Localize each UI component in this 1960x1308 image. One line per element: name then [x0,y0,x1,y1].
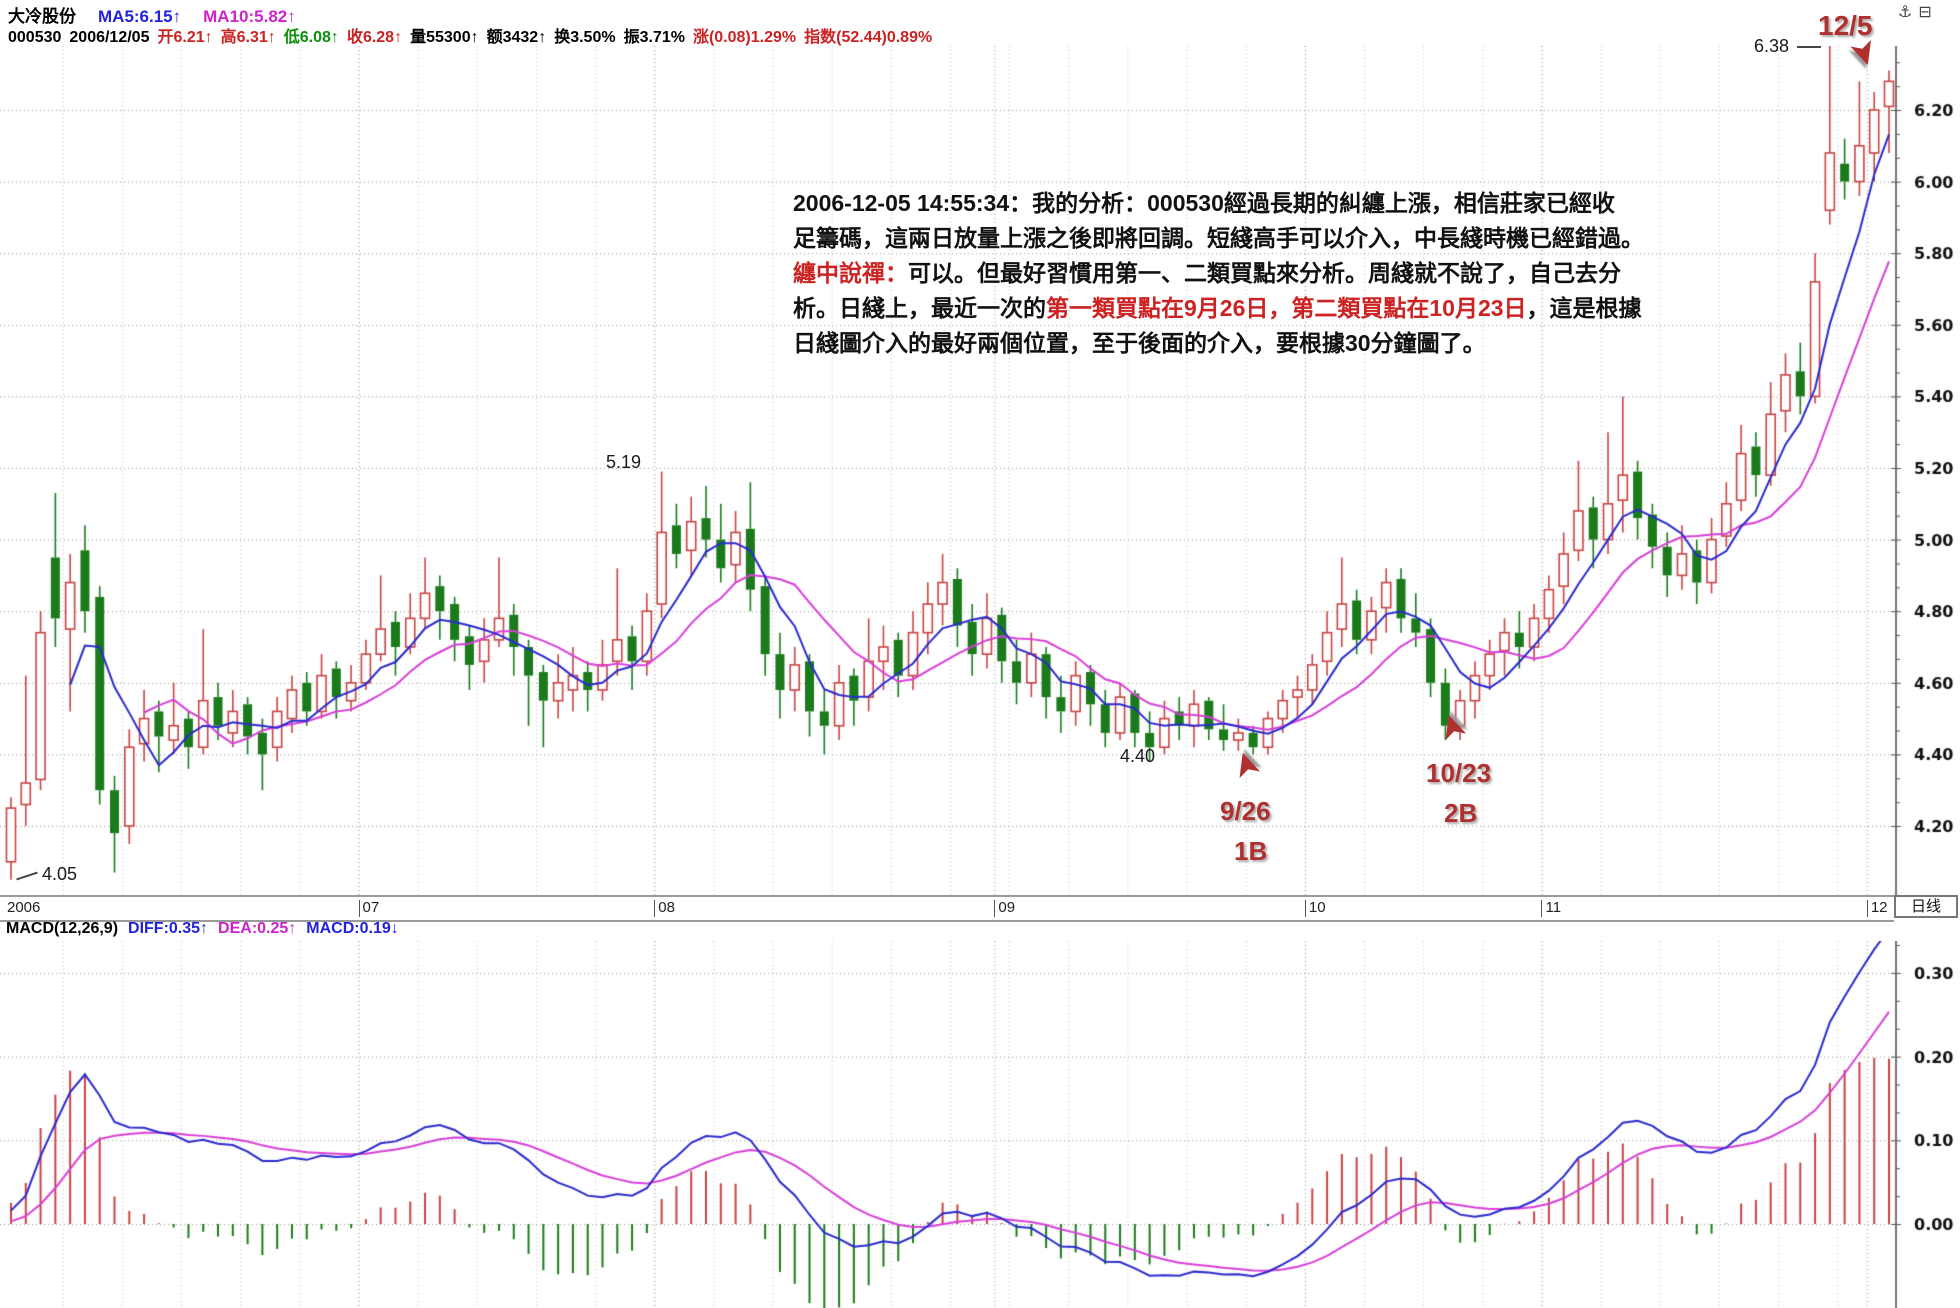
anchor-icon[interactable]: ⚓ [1898,4,1913,21]
note-line-5-seg-0: 日綫圖介入的最好兩個位置，至于後面的介入，要根據30分鐘圖了。 [793,330,1486,356]
high-price-label: 6.38 [1754,36,1790,56]
quote-header: 大冷股份 MA5:6.15↑ MA10:5.82↑ 000530 2006/12/05… [0,0,1960,46]
note-line-2-seg-0: 足籌碼，這兩日放量上漲之後即將回調。短綫高手可以介入，中長綫時機已經錯過。 [793,225,1644,251]
quote-seg-9: 振3.71% [623,29,685,46]
quote-seg-3: 高6.31↑ [220,29,276,46]
quote-seg-2: 开6.21↑ [157,29,213,46]
note-line-1: 2006-12-05 14:55:34：我的分析：000530經過長期的糾纏上漲… [793,186,1698,221]
macd-seg-1: DIFF:0.35↑ [128,920,209,937]
note-line-4-seg-0: 析。日綫上，最近一次的 [793,295,1046,321]
month-label-07: 07 [358,900,379,917]
year-label: 2006 [7,899,41,916]
quote-seg-8: 换3.50% [554,29,616,46]
quote-seg-7: 额3432↑ [486,29,547,46]
quote-seg-10: 涨(0.08)1.29% [692,29,797,46]
note-line-4: 析。日綫上，最近一次的第一類買點在9月26日，第二類買點在10月23日，這是根據 [793,291,1698,326]
note-line-4-seg-1: 第一類買點在9月26日， [1046,295,1292,321]
high-connector-line [1797,46,1821,48]
macd-seg-2: DEA:0.25↑ [218,920,297,937]
buy2-date-label: 10/23 [1426,758,1492,788]
note-line-3-seg-1: 可以。但最好習慣用第一、二類買點來分析。周綫就不說了，自己去分 [908,260,1621,286]
chart-toolbar: ⚓ ⊟ [1898,2,1958,22]
buy1-code-label: 1B [1234,836,1268,866]
note-line-4-seg-3: ，這是根據 [1526,295,1642,321]
quote-seg-11: 指数(52.44)0.89% [804,29,933,46]
analysis-note: 2006-12-05 14:55:34：我的分析：000530經過長期的糾纏上漲… [793,186,1698,361]
window-icon[interactable]: ⊟ [1918,4,1932,21]
month-label-10: 10 [1304,900,1326,917]
title-seg-1: MA5:6.15↑ [98,7,182,26]
note-line-3-seg-0: 纏中說禪： [793,260,908,286]
quote-seg-6: 量55300↑ [410,29,479,46]
quote-seg-1: 2006/12/05 [69,29,150,46]
month-label-11: 11 [1541,900,1561,917]
macd-header-line: MACD(12,26,9) DIFF:0.35↑ DEA:0.25↑ MACD:0.1… [6,920,409,940]
quote-values-line: 000530 2006/12/05 开6.21↑ 高6.31↑ 低6.08↑ 收6.28↑… [8,23,940,46]
quote-seg-5: 收6.28↑ [346,29,403,46]
quote-seg-4: 低6.08↑ [283,29,339,46]
month-label-08: 08 [654,900,675,917]
macd-chart[interactable] [0,941,1960,1308]
candlestick-chart[interactable] [0,46,1960,895]
note-line-5: 日綫圖介入的最好兩個位置，至于後面的介入，要根據30分鐘圖了。 [793,326,1698,361]
date-flag-12-5: 12/5 [1818,10,1873,41]
stock-title-line: 大冷股份 MA5:6.15↑ MA10:5.82↑ [8,2,318,26]
quote-seg-0: 000530 [8,29,62,46]
note-line-1-seg-0: 2006-12-05 14:55:34：我的分析：000530經過長期的糾纏上漲… [793,190,1615,216]
month-label-12: 12 [1866,900,1888,917]
note-line-2: 足籌碼，這兩日放量上漲之後即將回調。短綫高手可以介入，中長綫時機已經錯過。 [793,221,1698,256]
month-label-09: 09 [994,900,1015,917]
macd-seg-3: MACD:0.19↓ [306,920,399,937]
period-selector[interactable]: 日线 [1894,895,1958,918]
peak-price-label: 5.19 [606,452,642,472]
title-seg-0: 大冷股份 [8,7,76,26]
macd-seg-0: MACD(12,26,9) [6,920,119,937]
low-price-label: 4.05 [42,864,78,884]
sep-low-price-label: 4.40 [1120,746,1156,766]
note-line-4-seg-2: 第二類買點在10月23日 [1291,295,1527,321]
title-seg-2: MA10:5.82↑ [203,7,296,26]
note-line-3: 纏中說禪：可以。但最好習慣用第一、二類買點來分析。周綫就不說了，自己去分 [793,256,1698,291]
buy2-code-label: 2B [1444,798,1478,828]
buy1-date-label: 9/26 [1220,796,1271,826]
x-axis-strip: 2006 07 08 09 10 11 12 [0,895,1894,922]
